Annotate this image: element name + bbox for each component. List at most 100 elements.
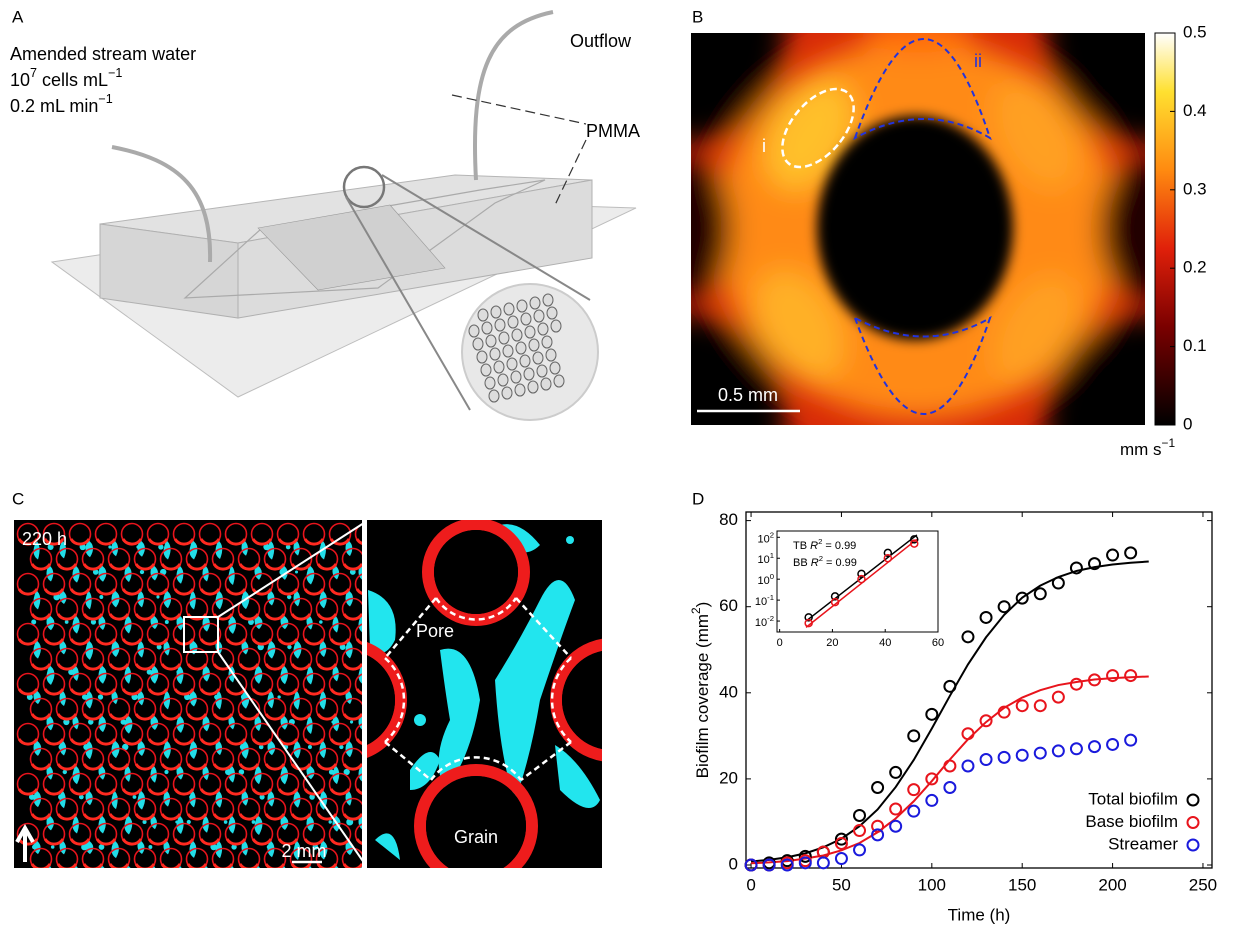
cyan-speck [329,820,332,823]
data-point [1017,700,1028,711]
data-point [854,810,865,821]
cyan-speck [189,795,192,798]
region-label: ii [974,51,982,71]
text-part: −1 [1162,436,1176,450]
pillar [489,390,499,402]
pillar [524,368,534,380]
x-axis-label: Time (h) [948,905,1011,924]
data-point [1107,739,1118,750]
pillar [508,316,518,328]
cyan-speck [164,770,168,774]
data-point [926,709,937,720]
inflow-text: Amended stream water [10,44,196,64]
legend-label: Total biofilm [1088,789,1178,808]
text-part: 7 [30,66,37,80]
cyan-speck [136,545,139,548]
cyan-speck [308,745,312,749]
pillar [529,339,539,351]
cyan-speck [362,645,367,650]
cyan-speck [113,869,119,875]
x-tick-label: 200 [1098,875,1126,894]
inset-y-tick-label: 101 [757,551,774,566]
cyan-speck [156,595,159,598]
legend-marker [1188,795,1199,806]
pillar [554,375,564,387]
text-part: ) [693,602,712,608]
text-part: 1 [770,551,774,560]
pillar [525,326,535,338]
cyan-speck [295,570,298,573]
text-part: 0 [770,572,774,581]
cyan-speck [224,820,228,824]
data-point [962,631,973,642]
data-point [1089,741,1100,752]
figure: ABCDAmended stream water107 cells mL−10.… [0,0,1234,932]
colorbar-tick-label: 0.2 [1183,258,1207,277]
data-point [908,806,919,817]
pillar [550,362,560,374]
colorbar-tick-label: 0 [1183,414,1192,433]
cyan-speck [97,869,104,876]
pillar [482,322,492,334]
text-part: 10 [757,533,769,545]
legend-label: Base biofilm [1085,812,1178,831]
x-tick-label: 50 [832,875,851,894]
text-part: 10 [757,554,769,566]
cyan-speck [32,845,37,850]
pillar [543,294,553,306]
x-tick-label: 100 [918,875,946,894]
data-point [1125,547,1136,558]
legend-marker [1188,840,1199,851]
text-part: −1 [98,92,112,106]
data-point [944,782,955,793]
text-part: mm s [1120,440,1162,459]
pillar [507,358,517,370]
cyan-speck [41,870,44,873]
inset-x-tick-label: 0 [777,637,783,649]
inset-y-tick-label: 10-2 [755,614,774,629]
data-point [926,773,937,784]
data-point [854,844,865,855]
panel-label: C [12,489,24,508]
pillar [521,313,531,325]
cyan-speck [148,845,152,849]
text-part: TB [793,540,810,552]
colorbar-tick-label: 0.5 [1183,22,1207,41]
pillar [538,323,548,335]
cyan-speck [319,620,323,624]
pore-label: Pore [416,621,454,641]
pillar [499,332,509,344]
pillar [511,371,521,383]
inset-x-tick-label: 40 [879,637,891,649]
cyan-speck [212,870,217,875]
data-point [1053,578,1064,589]
data-point [908,784,919,795]
text-part: 10 [10,70,30,90]
panel-label: A [12,7,24,26]
data-point [908,730,919,741]
inflow-text: 107 cells mL−1 [10,66,122,89]
fit-line [751,676,1149,863]
inset-y-tick-label: 102 [757,530,774,545]
text-part: -1 [767,593,774,602]
pillar [537,365,547,377]
data-point [944,760,955,771]
data-point [926,795,937,806]
data-point [962,728,973,739]
colorbar-tick-label: 0.1 [1183,336,1207,355]
cyan-speck [165,620,169,624]
pillar [481,364,491,376]
pillar [473,338,483,350]
pillar [546,349,556,361]
pillar [477,351,487,363]
pillar [547,307,557,319]
data-point [890,767,901,778]
data-point [962,760,973,771]
data-point [1053,692,1064,703]
data-point [1035,700,1046,711]
scale-bar-label: 2 mm [282,841,327,861]
inset-x-tick-label: 60 [932,637,944,649]
pillar [490,348,500,360]
y-tick-label: 60 [719,596,738,615]
pillar [516,342,526,354]
